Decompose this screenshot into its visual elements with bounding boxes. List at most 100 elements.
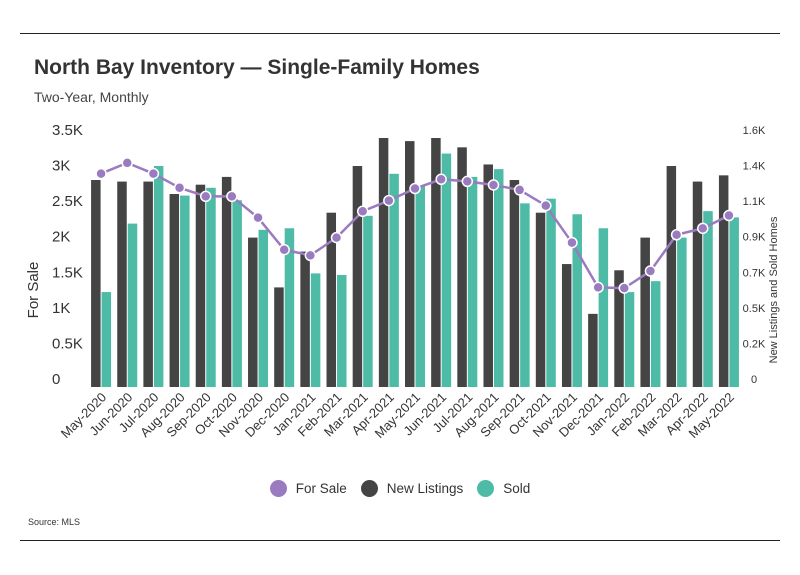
- bar-new-listings-may-2022: [718, 175, 729, 387]
- point-for-sale-apr-2022: [697, 222, 709, 235]
- point-for-sale-feb-2022: [644, 265, 657, 277]
- bottom-rule: [20, 540, 780, 541]
- bar-new-listings-feb-2022: [640, 237, 650, 387]
- y-tick-label: 0.5K: [52, 335, 83, 352]
- bar-new-listings-jun-2021: [431, 138, 441, 387]
- y-axis-title: For Sale: [25, 262, 42, 319]
- bar-new-listings-apr-2021: [378, 138, 389, 387]
- top-rule: [20, 33, 780, 34]
- y2-tick-label: 0.9K: [743, 232, 766, 244]
- legend-label-new-listings: New Listings: [386, 481, 464, 496]
- chart-subtitle: Two-Year, Monthly: [34, 89, 149, 105]
- bar-sold-aug-2021: [493, 169, 504, 387]
- chart-title: North Bay Inventory — Single-Family Home…: [34, 56, 480, 79]
- bar-sold-sep-2021: [520, 203, 530, 387]
- y-tick-label: 2K: [52, 229, 70, 246]
- point-for-sale-mar-2021: [356, 205, 369, 218]
- point-for-sale-feb-2021: [330, 231, 343, 244]
- bar-sold-mar-2021: [363, 215, 373, 387]
- legend-label-for-sale: For Sale: [295, 481, 347, 496]
- bar-new-listings-mar-2021: [352, 166, 363, 387]
- point-for-sale-mar-2022: [670, 229, 683, 241]
- y-tick-label: 1.5K: [52, 264, 83, 281]
- point-for-sale-nov-2020: [252, 211, 264, 224]
- bar-new-listings-oct-2020: [221, 176, 232, 387]
- point-for-sale-jul-2020: [147, 167, 160, 180]
- point-for-sale-oct-2020: [226, 190, 238, 203]
- bar-sold-oct-2021: [546, 198, 556, 387]
- bar-sold-feb-2021: [337, 274, 347, 387]
- legend-swatch-new-listings: [360, 480, 378, 497]
- point-for-sale-aug-2020: [173, 182, 186, 194]
- bar-sold-may-2020: [101, 292, 112, 387]
- point-for-sale-jun-2021: [435, 173, 447, 186]
- point-for-sale-jan-2021: [304, 249, 317, 262]
- point-for-sale-apr-2021: [383, 194, 395, 207]
- y-tick-label: 3K: [52, 158, 70, 175]
- legend: For Sale New Listings Sold: [0, 480, 800, 497]
- legend-item-sold: Sold: [477, 480, 530, 497]
- y-tick-label: 1K: [52, 300, 70, 317]
- bar-new-listings-feb-2021: [326, 212, 337, 387]
- bar-new-listings-may-2020: [91, 180, 101, 387]
- point-for-sale-may-2020: [95, 167, 107, 180]
- bar-sold-sep-2020: [206, 187, 216, 387]
- bar-new-listings-sep-2020: [195, 184, 206, 387]
- bar-new-listings-mar-2022: [666, 166, 677, 387]
- bar-sold-mar-2022: [677, 237, 687, 387]
- legend-item-new-listings: New Listings: [360, 480, 464, 497]
- bar-sold-apr-2021: [389, 173, 399, 387]
- y2-tick-label: 0.5K: [743, 303, 766, 315]
- source-note: Source: MLS: [28, 517, 81, 527]
- bar-sold-jul-2021: [467, 176, 478, 387]
- y2-axis-title: New Listings and Sold Homes: [768, 216, 780, 363]
- y2-tick-label: 1.6K: [743, 125, 766, 137]
- point-for-sale-jan-2022: [618, 282, 631, 294]
- y2-tick-label: 0.7K: [743, 267, 766, 279]
- bar-sold-apr-2022: [703, 211, 713, 387]
- point-for-sale-may-2021: [409, 182, 421, 195]
- point-for-sale-dec-2020: [278, 243, 290, 256]
- bar-sold-jun-2020: [127, 223, 138, 387]
- bar-new-listings-dec-2020: [274, 287, 284, 387]
- bar-sold-jun-2021: [441, 153, 452, 387]
- bar-sold-oct-2020: [232, 200, 242, 387]
- bar-new-listings-nov-2021: [561, 264, 572, 387]
- point-for-sale-oct-2021: [540, 199, 552, 212]
- bar-new-listings-jul-2021: [457, 147, 467, 387]
- bar-new-listings-jun-2020: [117, 181, 127, 387]
- bar-sold-feb-2022: [650, 281, 661, 387]
- y2-tick-label: 1.1K: [743, 196, 766, 208]
- bar-new-listings-jan-2021: [300, 251, 310, 387]
- bar-new-listings-jul-2020: [143, 181, 153, 387]
- line-for-sale: [100, 161, 730, 290]
- legend-swatch-sold: [477, 480, 495, 497]
- bar-sold-jan-2022: [624, 292, 635, 387]
- bar-sold-nov-2020: [258, 229, 269, 387]
- bar-sold-jul-2020: [153, 166, 164, 387]
- y-tick-label: 0: [52, 371, 60, 388]
- bar-new-listings-jan-2022: [614, 270, 624, 387]
- bar-sold-may-2022: [729, 217, 739, 387]
- bar-new-listings-may-2021: [405, 141, 415, 387]
- bar-new-listings-sep-2021: [509, 180, 520, 387]
- legend-item-for-sale: For Sale: [269, 480, 347, 497]
- y-tick-label: 2.5K: [52, 193, 83, 210]
- bar-new-listings-nov-2020: [248, 237, 258, 387]
- bar-sold-may-2021: [415, 186, 425, 387]
- y2-tick-label: 1.4K: [743, 161, 766, 173]
- bar-sold-dec-2020: [284, 228, 295, 387]
- point-for-sale-nov-2021: [566, 236, 578, 249]
- bar-sold-nov-2021: [572, 214, 582, 387]
- point-for-sale-may-2022: [723, 209, 735, 222]
- point-for-sale-dec-2021: [592, 281, 604, 294]
- y2-tick-label: 0: [751, 374, 757, 386]
- bar-sold-dec-2021: [598, 228, 609, 387]
- bar-sold-jan-2021: [310, 273, 321, 387]
- bar-new-listings-dec-2021: [588, 313, 598, 387]
- bar-new-listings-oct-2021: [535, 212, 546, 387]
- bar-new-listings-apr-2022: [692, 181, 703, 387]
- bar-new-listings-aug-2021: [483, 164, 493, 387]
- legend-label-sold: Sold: [503, 481, 531, 496]
